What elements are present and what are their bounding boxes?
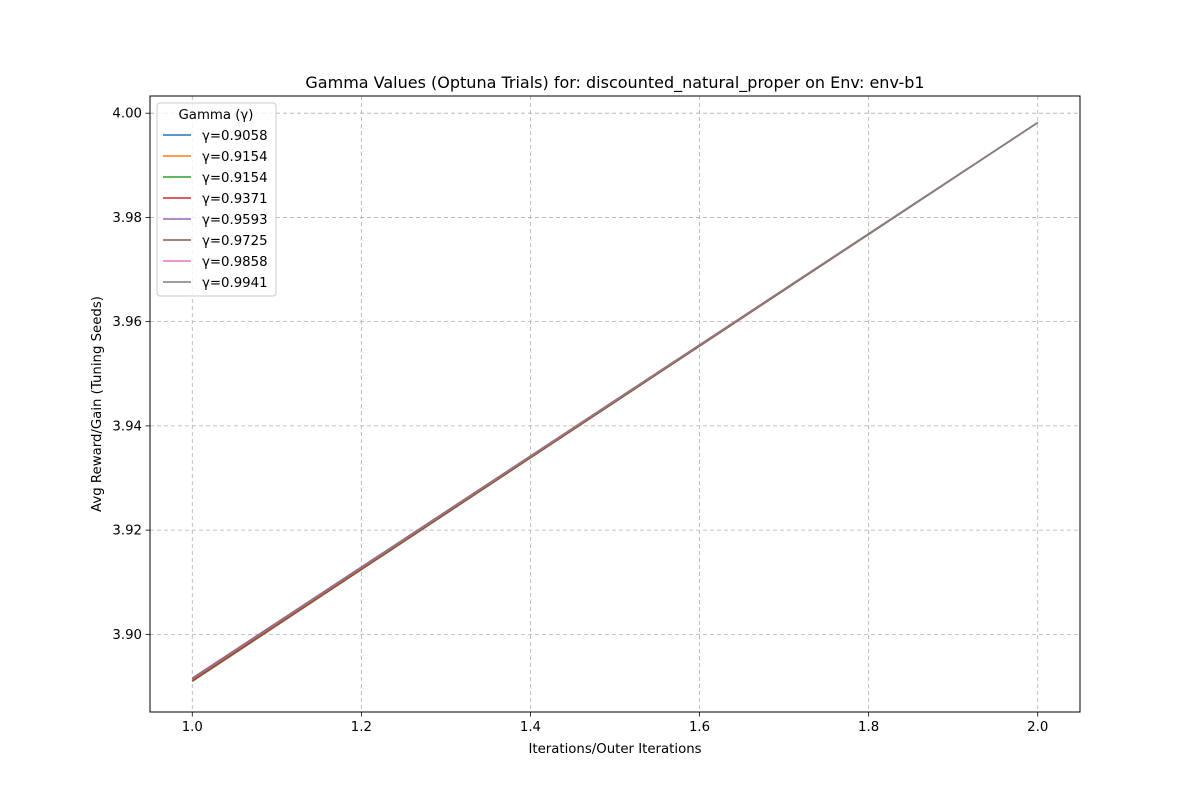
legend-entry-label: γ=0.9858 xyxy=(202,255,268,270)
x-tick-label: 1.2 xyxy=(351,720,372,735)
y-tick-label: 3.90 xyxy=(112,628,142,643)
grid xyxy=(150,96,1080,712)
y-tick-label: 3.98 xyxy=(112,211,142,226)
x-tick-label: 1.4 xyxy=(520,720,541,735)
series-line-8 xyxy=(191,121,1039,680)
plot-area-background xyxy=(150,96,1080,712)
chart-title: Gamma Values (Optuna Trials) for: discou… xyxy=(305,73,924,93)
legend-entry-label: γ=0.9058 xyxy=(202,129,268,144)
y-tick-label: 3.96 xyxy=(112,315,142,330)
y-axis-label: Avg Reward/Gain (Tuning Seeds) xyxy=(90,296,105,512)
legend-entry-label: γ=0.9154 xyxy=(202,171,268,186)
x-axis-label: Iterations/Outer Iterations xyxy=(528,742,701,757)
legend-entry-label: γ=0.9725 xyxy=(202,234,268,249)
legend-title: Gamma (γ) xyxy=(179,108,254,123)
x-tick-label: 1.0 xyxy=(182,720,203,735)
x-tick-label: 1.6 xyxy=(689,720,710,735)
x-tick-label: 2.0 xyxy=(1027,720,1048,735)
x-tick-label: 1.8 xyxy=(858,720,879,735)
legend-entry-label: γ=0.9593 xyxy=(202,213,268,228)
y-tick-label: 3.94 xyxy=(112,419,142,434)
y-tick-label: 4.00 xyxy=(112,107,142,122)
legend-entry-label: γ=0.9371 xyxy=(202,192,268,207)
legend-box xyxy=(156,102,277,297)
series-lines xyxy=(191,121,1039,682)
legend-entry-label: γ=0.9154 xyxy=(202,150,268,165)
y-tick-label: 3.92 xyxy=(112,524,142,539)
x-axis-ticks: 1.0 1.2 1.4 1.6 1.8 2.0 xyxy=(182,712,1048,735)
legend-entry-label: γ=0.9941 xyxy=(202,276,268,291)
legend: Gamma (γ) γ=0.9058 γ=0.9154 γ=0.9154 γ=0.93… xyxy=(156,102,277,297)
y-axis-ticks: 3.90 3.92 3.94 3.96 3.98 4.00 xyxy=(112,107,150,643)
plot-frame xyxy=(149,95,1081,713)
